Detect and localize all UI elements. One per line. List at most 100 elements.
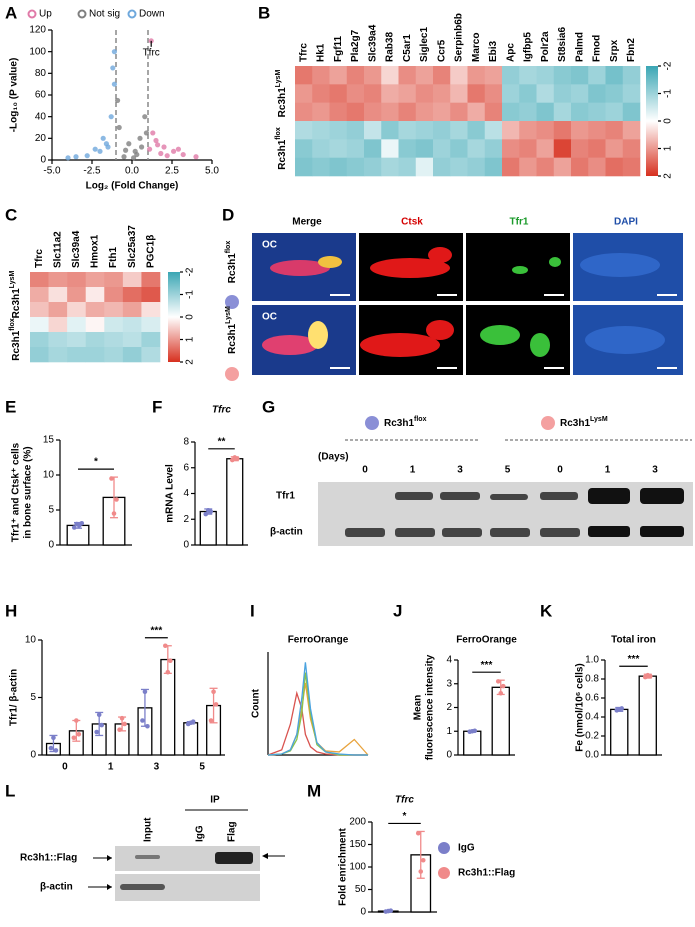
- heatmap-cell: [346, 66, 365, 85]
- heatmap-cell: [329, 139, 348, 158]
- colorbar-label: -1: [663, 89, 674, 98]
- lane-label: Input: [143, 817, 154, 842]
- heatmap-cell: [85, 287, 105, 303]
- legend-label: Rc3h1::Flag: [458, 868, 515, 879]
- heatmap-cell: [605, 139, 624, 158]
- heatmap-cell: [415, 84, 434, 103]
- heatmap-cell: [122, 287, 142, 303]
- y-tick-label: 200: [349, 817, 366, 828]
- heatmap-cell: [622, 139, 641, 158]
- heatmap-cell: [588, 121, 606, 140]
- column-label: Marco: [471, 33, 482, 62]
- heatmap-cell: [312, 139, 330, 158]
- legend-label: Rc3h1flox: [384, 416, 427, 429]
- group-label: Rc3h1LysM: [225, 306, 238, 354]
- heatmap-cell: [536, 66, 555, 85]
- heatmap-cell: [519, 84, 537, 103]
- heatmap-cell: [519, 121, 537, 140]
- data-point: [111, 511, 117, 516]
- group-sup: flox: [414, 416, 427, 423]
- panel-letter: H: [5, 601, 17, 620]
- group-name: Rc3h1: [384, 418, 414, 429]
- heatmap-cell: [141, 302, 161, 318]
- heatmap-cell: [312, 84, 330, 103]
- legend-swatch: [77, 9, 87, 19]
- chart-title: FerroOrange: [456, 635, 517, 646]
- y-tick-label: 0: [360, 907, 366, 918]
- heatmap-cell: [85, 302, 105, 318]
- heatmap-cell: [85, 347, 105, 363]
- column-label: Fgf11: [333, 35, 344, 62]
- heatmap-cell: [433, 157, 451, 177]
- lane-label: IgG: [195, 825, 206, 842]
- data-point: [143, 130, 149, 136]
- heatmap-cell: [67, 332, 87, 348]
- heatmap-cell: [381, 121, 399, 140]
- data-point: [96, 712, 102, 718]
- significance-label: *: [94, 457, 98, 468]
- heatmap-cell: [48, 317, 68, 333]
- heatmap-cell: [329, 84, 348, 103]
- data-point: [76, 732, 82, 737]
- heatmap-cell: [622, 84, 641, 103]
- heatmap-cell: [67, 302, 87, 318]
- y-tick-label: 0: [48, 540, 54, 551]
- legend-label: IgG: [458, 843, 475, 854]
- y-tick-label: 8: [183, 437, 189, 448]
- x-tick-label: 3: [154, 762, 160, 773]
- panel-g: G (Days) Tfr1 β-actin: [262, 397, 693, 546]
- heatmap-cell: [484, 139, 503, 158]
- significance-label: **: [218, 436, 226, 447]
- data-point: [163, 643, 168, 649]
- data-point: [110, 65, 116, 71]
- y-axis-label: Tfr1⁺ and Ctsk⁺ cells: [11, 442, 22, 542]
- group-name: Rc3h1: [11, 288, 22, 318]
- colorbar: [168, 272, 180, 362]
- heatmap-cell: [346, 84, 365, 103]
- heatmap-cell: [295, 157, 313, 177]
- colorbar-label: -2: [663, 61, 674, 70]
- y-tick-label: 1.0: [585, 655, 599, 666]
- heatmap-cell: [364, 102, 382, 122]
- data-point: [48, 745, 54, 751]
- group-sup: flox: [9, 318, 16, 331]
- data-point: [99, 722, 104, 728]
- heatmap-cell: [588, 157, 606, 177]
- cell-label: OC: [262, 240, 277, 251]
- heatmap-cell: [329, 157, 348, 177]
- y-axis-label: Fe (nmol/10⁶ cells): [575, 663, 586, 752]
- y-tick-label: 0: [446, 750, 452, 761]
- heatmap-cell: [622, 66, 641, 85]
- heatmap-cell: [67, 287, 87, 303]
- heatmap-cell: [467, 84, 486, 103]
- heatmap-cell: [553, 84, 572, 103]
- y-axis-label: in bone surface (%): [23, 446, 34, 538]
- heatmap-cell: [85, 317, 105, 333]
- heatmap-cell: [381, 102, 399, 122]
- heatmap-cell: [605, 102, 624, 122]
- data-point: [117, 727, 122, 732]
- heatmap-cell: [141, 287, 161, 303]
- panel-l: L IP Input IgG Flag Rc3h1::Flag β-actin: [5, 781, 285, 901]
- data-point: [150, 130, 156, 136]
- heatmap-cell: [346, 157, 365, 177]
- heatmap-cell: [85, 332, 105, 348]
- colorbar-label: 0: [185, 314, 196, 320]
- heatmap-cell: [329, 102, 348, 122]
- heatmap-cell: [295, 66, 313, 85]
- heatmap-cell: [381, 157, 399, 177]
- heatmap-cell: [536, 102, 555, 122]
- group-name: Rc3h1: [227, 323, 238, 353]
- legend-label: Up: [39, 9, 52, 20]
- data-point: [418, 869, 424, 874]
- panel-letter: B: [258, 3, 270, 22]
- data-point: [65, 155, 71, 161]
- y-tick-label: 60: [35, 90, 47, 101]
- x-tick-label: 5: [199, 762, 205, 773]
- heatmap-cell: [502, 66, 520, 85]
- y-tick-label: 5: [30, 692, 36, 703]
- heatmap-cell: [364, 66, 382, 85]
- panel-letter: M: [307, 781, 321, 800]
- heatmap-cell: [502, 139, 520, 158]
- heatmap-cell: [48, 347, 68, 363]
